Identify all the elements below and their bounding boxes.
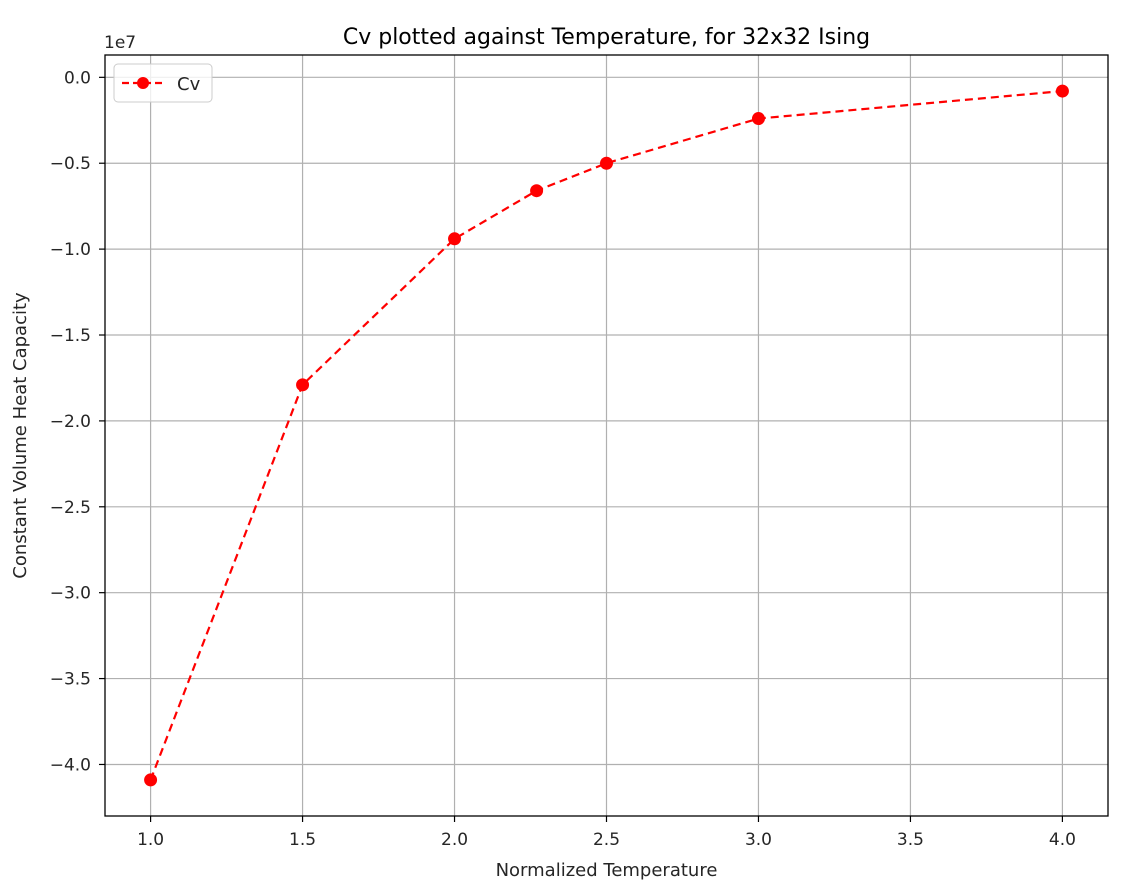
data-point [1055, 84, 1069, 98]
data-point [751, 112, 765, 126]
y-tick-label: 0.0 [64, 68, 91, 88]
legend-marker [137, 77, 149, 89]
x-tick-label: 3.5 [897, 830, 924, 850]
x-axis-label: Normalized Temperature [496, 860, 718, 881]
data-point [448, 232, 462, 246]
y-axis-ticks: 0.0 −0.5 −1.0 −1.5 −2.0 −2.5 −3.0 −3.5 −4.0 [50, 68, 105, 775]
x-tick-label: 2.0 [441, 830, 468, 850]
grid [105, 55, 1108, 816]
x-tick-label: 3.0 [745, 830, 772, 850]
y-tick-label: −4.0 [50, 755, 91, 775]
y-tick-label: −1.0 [50, 240, 91, 260]
legend-box [113, 63, 213, 103]
y-axis-label: Constant Volume Heat Capacity [10, 292, 31, 579]
x-tick-label: 2.5 [593, 830, 620, 850]
series-layer [144, 84, 1069, 787]
legend-label: Cv [177, 74, 201, 95]
data-point [600, 156, 613, 170]
legend: Cv [113, 63, 213, 103]
x-tick-label: 4.0 [1049, 830, 1076, 850]
y-tick-label: −0.5 [50, 154, 91, 174]
y-tick-label: −3.0 [50, 584, 91, 604]
chart-title: Cv plotted against Temperature, for 32x3… [343, 25, 870, 50]
x-axis-ticks: 1.0 1.5 2.0 2.5 3.0 3.5 4.0 [137, 816, 1076, 850]
x-tick-label: 1.5 [289, 830, 316, 850]
data-point [530, 184, 544, 198]
y-axis-offset-label: 1e7 [104, 33, 136, 53]
data-point [296, 378, 310, 392]
data-point [144, 773, 158, 787]
y-tick-label: −1.5 [50, 326, 91, 346]
y-tick-label: −2.0 [50, 412, 91, 432]
y-tick-label: −2.5 [50, 498, 91, 518]
x-tick-label: 1.0 [137, 830, 164, 850]
y-tick-label: −3.5 [50, 670, 91, 690]
